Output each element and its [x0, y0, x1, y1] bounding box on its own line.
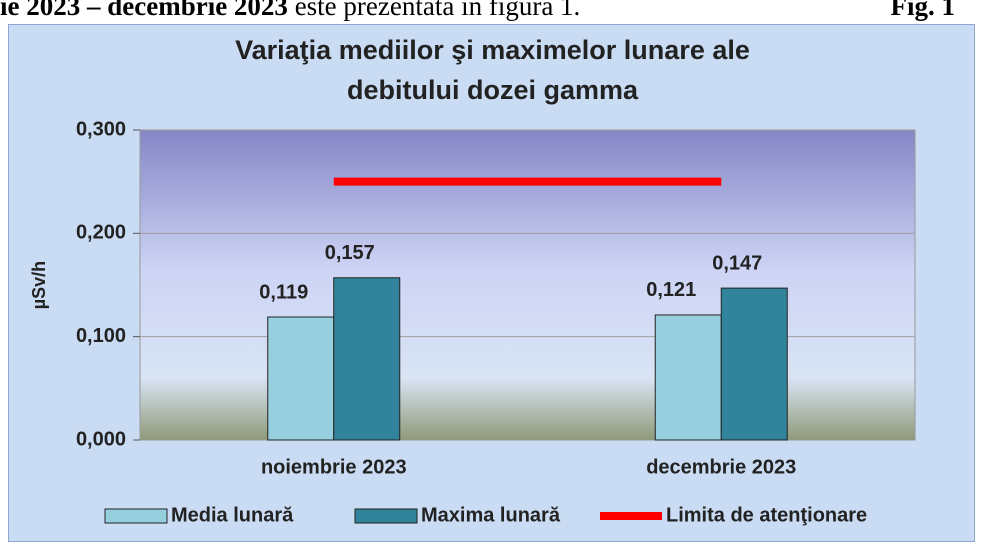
data-label: 0,147 [712, 252, 762, 274]
header-text: ie 2023 – decembrie 2023 este prezentată… [0, 0, 985, 21]
header-bold: ie 2023 – decembrie 2023 [0, 0, 288, 21]
data-label: 0,119 [259, 281, 308, 303]
y-tick-label: 0,100 [76, 325, 126, 347]
bar [654, 314, 722, 441]
legend-label: Limita de atenţionare [666, 504, 867, 526]
header-normal: este prezentată în figura 1. [287, 0, 581, 21]
plot-area [139, 129, 916, 441]
y-axis-label: µSv/h [29, 261, 49, 309]
figure-label: Fig. 1 [890, 0, 956, 21]
bar [267, 316, 335, 441]
legend-label: Media lunară [171, 504, 294, 526]
x-tick-label: decembrie 2023 [646, 456, 796, 478]
bar [333, 277, 401, 441]
data-label: 0,157 [325, 242, 375, 264]
bar [720, 287, 788, 441]
y-tick-label: 0,200 [76, 222, 126, 244]
y-tick-label: 0,000 [76, 428, 126, 450]
legend-label: Maxima lunară [421, 504, 561, 526]
data-label: 0,121 [646, 279, 696, 301]
chart-title: Variaţia mediilor şi maximelor lunare al… [235, 35, 750, 105]
legend-swatch [354, 508, 418, 524]
x-tick-label: noiembrie 2023 [261, 456, 407, 478]
y-tick-label: 0,300 [76, 118, 126, 140]
legend-swatch [104, 508, 168, 524]
